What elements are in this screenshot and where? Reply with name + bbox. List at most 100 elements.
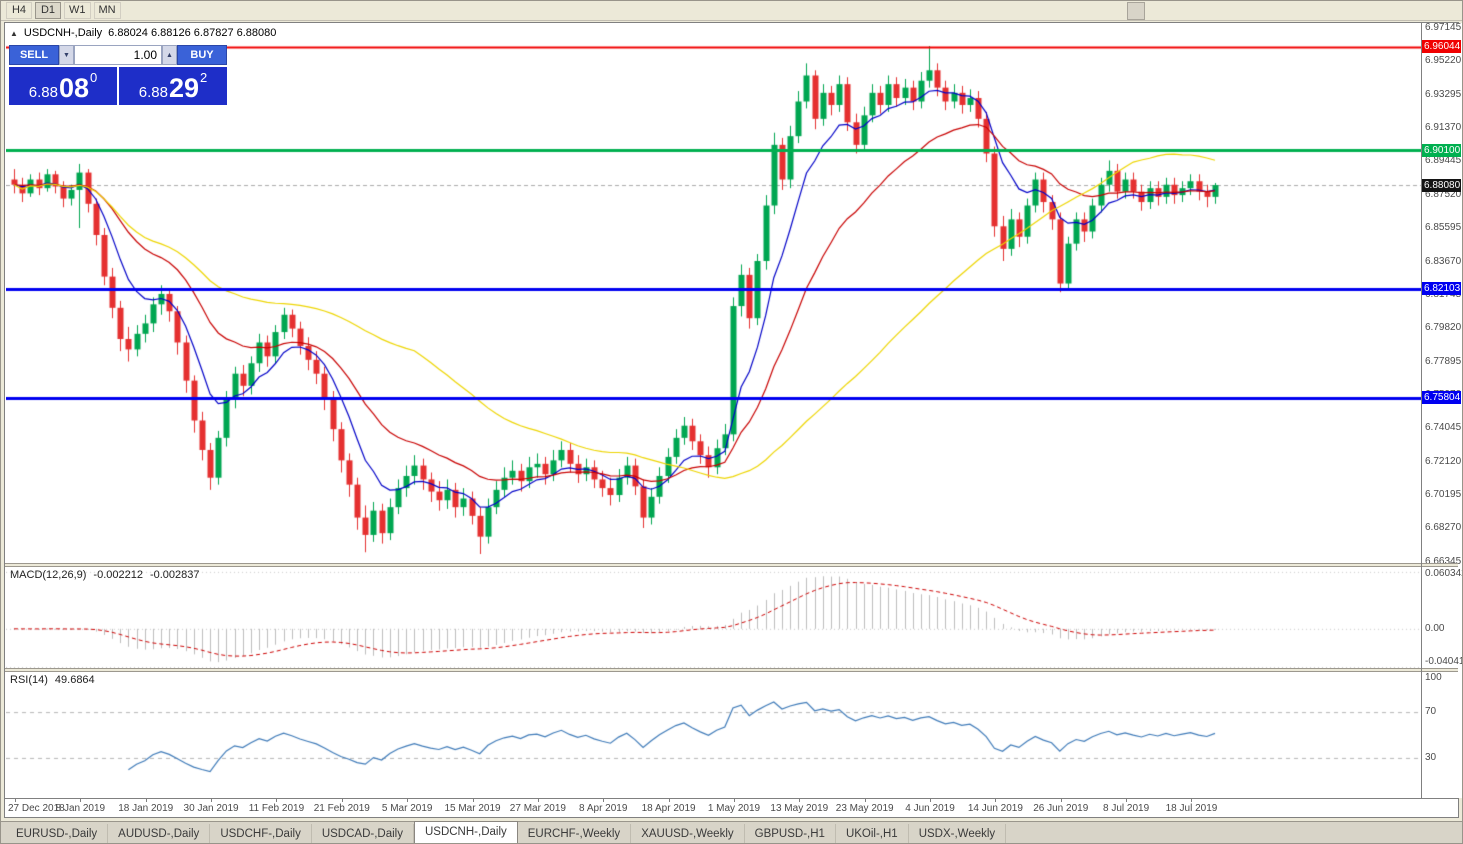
date-axis-label: 1 May 2019: [707, 803, 761, 814]
chart-tab[interactable]: USDCHF-,Daily: [210, 824, 312, 844]
macd-label: MACD(12,26,9): [10, 569, 87, 581]
one-click-controls-row: SELL ▼ ▲ BUY: [9, 45, 227, 65]
chart-tabs-bar: EURUSD-,Daily AUDUSD-,Daily USDCHF-,Daily U…: [0, 821, 1463, 844]
date-tick: [537, 799, 539, 802]
timeframe-button-h4[interactable]: H4: [6, 1, 32, 19]
one-click-trading-panel: SELL ▼ ▲ BUY 6.88 08 0 6.88 29 2: [9, 45, 227, 105]
volume-increase-button[interactable]: ▲: [162, 45, 177, 65]
date-axis-label: 4 Jun 2019: [905, 803, 955, 814]
date-tick: [472, 799, 474, 802]
volume-decrease-button[interactable]: ▼: [59, 45, 74, 65]
chart-tab[interactable]: GBPUSD-,H1: [745, 824, 836, 844]
axis-label: 6.77895: [1425, 355, 1462, 367]
chart-tab[interactable]: XAUUSD-,Weekly: [631, 824, 745, 844]
date-axis-label: 30 Jan 2019: [183, 803, 239, 814]
date-tick: [80, 799, 82, 802]
timeframe-button-w1[interactable]: W1: [64, 1, 91, 19]
date-axis-label: 18 Apr 2019: [641, 803, 696, 814]
date-tick: [276, 799, 278, 802]
macd-signal-value: -0.002837: [149, 569, 200, 581]
rsi-value: 49.6864: [54, 674, 95, 686]
panel-separator-rsi[interactable]: [5, 668, 1458, 672]
rsi-indicator-chart[interactable]: [6, 672, 1421, 798]
rsi-label: RSI(14): [10, 674, 48, 686]
chart-symbol-label: USDCNH-,Daily: [23, 27, 103, 39]
axis-label: 6.66345: [1425, 555, 1462, 567]
date-axis-label: 23 May 2019: [835, 803, 894, 814]
date-tick: [145, 799, 147, 802]
timeframe-button-mn[interactable]: MN: [93, 1, 121, 19]
axis-label: 6.74045: [1425, 422, 1462, 434]
date-axis-label: 21 Feb 2019: [313, 803, 370, 814]
macd-indicator-chart[interactable]: [6, 567, 1421, 668]
axis-label: 70: [1425, 706, 1437, 718]
date-tick: [15, 799, 16, 802]
timeframe-button-d1[interactable]: D1: [35, 1, 61, 19]
date-axis-label: 15 Mar 2019: [444, 803, 501, 814]
axis-label: 6.83670: [1425, 255, 1462, 267]
date-axis-label: 18 Jan 2019: [118, 803, 174, 814]
price-badge: 6.96044: [1422, 40, 1461, 54]
date-axis-label: 27 Mar 2019: [509, 803, 566, 814]
price-badge: 6.90100: [1422, 143, 1461, 157]
rsi-header: RSI(14) 49.6864: [10, 674, 95, 686]
date-axis-label: 11 Feb 2019: [248, 803, 305, 814]
axis-label: 6.93295: [1425, 88, 1462, 100]
axis-label: 6.70195: [1425, 489, 1462, 501]
axis-label: 6.87520: [1425, 188, 1462, 200]
axis-label: 6.68270: [1425, 522, 1462, 534]
toolbar: H4 D1 W1 MN: [0, 0, 1463, 21]
buy-button[interactable]: BUY: [177, 45, 227, 65]
date-axis-label: 8 Jul 2019: [1103, 803, 1150, 814]
date-axis-divider: [5, 798, 1458, 799]
date-tick: [1060, 799, 1062, 802]
chart-tab[interactable]: USDCAD-,Daily: [312, 824, 414, 844]
date-axis-label: 8 Apr 2019: [579, 803, 628, 814]
date-tick: [211, 799, 213, 802]
panel-separator-macd[interactable]: [5, 563, 1458, 567]
sell-price-main: 6.88: [28, 84, 58, 101]
axis-label: 0.00: [1425, 622, 1445, 634]
main-price-chart[interactable]: [6, 24, 1421, 563]
price-axis-divider: [1421, 23, 1422, 798]
chart-tab[interactable]: EURUSD-,Daily: [6, 824, 109, 844]
macd-header: MACD(12,26,9) -0.002212 -0.002837: [10, 569, 200, 581]
buy-price-main: 6.88: [138, 84, 168, 101]
chart-ohlc-values: 6.88024 6.88126 6.87827 6.88080: [108, 27, 277, 39]
toolbar-handle[interactable]: [1127, 2, 1145, 20]
axis-label: 6.97145: [1425, 23, 1462, 33]
date-tick: [341, 799, 343, 802]
date-tick: [668, 799, 670, 802]
date-axis[interactable]: 27 Dec 2018 8 Jan 2019 18 Jan 2019 30 Jan 2…: [6, 799, 1458, 817]
date-tick: [733, 799, 735, 802]
buy-price-button[interactable]: 6.88 29 2: [119, 67, 227, 105]
date-axis-label: 13 May 2019: [770, 803, 829, 814]
sell-button[interactable]: SELL: [9, 45, 59, 65]
sell-price-button[interactable]: 6.88 08 0: [9, 67, 117, 105]
date-axis-label: 14 Jun 2019: [967, 803, 1023, 814]
axis-label: 6.79820: [1425, 322, 1462, 334]
date-axis-label: 5 Mar 2019: [381, 803, 433, 814]
one-click-price-row: 6.88 08 0 6.88 29 2: [9, 67, 227, 105]
chart-tab[interactable]: UKOil-,H1: [836, 824, 909, 844]
axis-label: 6.72120: [1425, 455, 1462, 467]
buy-price-point: 2: [200, 70, 208, 85]
chart-tab[interactable]: EURCHF-,Weekly: [518, 824, 632, 844]
date-tick: [930, 799, 932, 802]
chart-tab[interactable]: AUDUSD-,Daily: [108, 824, 211, 844]
date-tick: [1126, 799, 1128, 802]
collapse-panel-icon[interactable]: ▲: [10, 28, 18, 38]
price-axis[interactable]: 6.97145 6.95220 6.93295 6.91370 6.89445 6.875…: [1422, 23, 1462, 798]
price-badge: 6.88080: [1422, 178, 1461, 192]
axis-label: 100: [1425, 671, 1442, 683]
date-axis-label: 27 Dec 2018: [8, 803, 65, 814]
date-tick: [603, 799, 605, 802]
price-badge: 6.82103: [1422, 282, 1461, 296]
sell-price-pips: 08: [58, 73, 89, 103]
macd-value: -0.002212: [93, 569, 143, 581]
chart-tab[interactable]: USDX-,Weekly: [909, 824, 1007, 844]
volume-input[interactable]: [74, 45, 162, 65]
chart-tab[interactable]: USDCNH-,Daily: [413, 821, 518, 844]
date-axis-label: 18 Jul 2019: [1165, 803, 1218, 814]
axis-label: 30: [1425, 751, 1437, 763]
